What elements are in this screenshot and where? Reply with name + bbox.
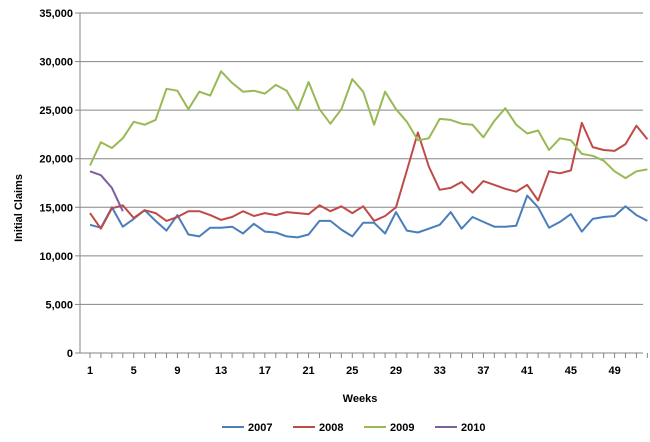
x-tick-label: 49	[608, 365, 620, 377]
x-axis-ticks: 1 5 9 13 17 21 25 29 33 37 41 45 49	[87, 353, 648, 377]
series-line-2010	[89, 170, 124, 212]
series-line-2008	[89, 121, 649, 230]
legend-label-2009: 2009	[390, 422, 414, 434]
y-tick-label: 15,000	[39, 202, 73, 214]
series-line-2007	[89, 194, 648, 239]
x-tick-label: 37	[477, 365, 489, 377]
x-tick-label: 41	[521, 365, 533, 377]
y-axis-ticks: 0 5,000 10,000 15,000 20,000 25,000 30,000 35,0…	[39, 8, 80, 360]
legend-label-2008: 2008	[319, 422, 343, 434]
y-tick-label: 30,000	[39, 57, 73, 69]
legend: 2007 2008 2009 2010	[222, 422, 485, 434]
y-tick-label: 35,000	[39, 8, 73, 20]
x-tick-label: 33	[434, 365, 446, 377]
x-tick-label: 13	[215, 365, 227, 377]
series-layer	[89, 70, 649, 239]
x-axis-title: Weeks	[343, 393, 378, 405]
legend-label-2010: 2010	[461, 422, 485, 434]
x-tick-label: 29	[390, 365, 402, 377]
x-tick-label: 9	[174, 365, 180, 377]
x-tick-label: 17	[259, 365, 271, 377]
x-tick-label: 1	[87, 365, 93, 377]
x-tick-label: 25	[346, 365, 358, 377]
y-tick-label: 10,000	[39, 251, 73, 263]
y-axis-title: Initial Claims	[13, 174, 25, 242]
x-tick-label: 21	[302, 365, 314, 377]
x-tick-label: 45	[565, 365, 577, 377]
y-tick-label: 5,000	[45, 299, 73, 311]
y-tick-label: 25,000	[39, 105, 73, 117]
x-tick-label: 5	[131, 365, 137, 377]
y-tick-label: 0	[67, 348, 73, 360]
series-line-2009	[89, 70, 648, 180]
gridlines	[80, 12, 643, 305]
legend-label-2007: 2007	[248, 422, 272, 434]
y-tick-label: 20,000	[39, 154, 73, 166]
